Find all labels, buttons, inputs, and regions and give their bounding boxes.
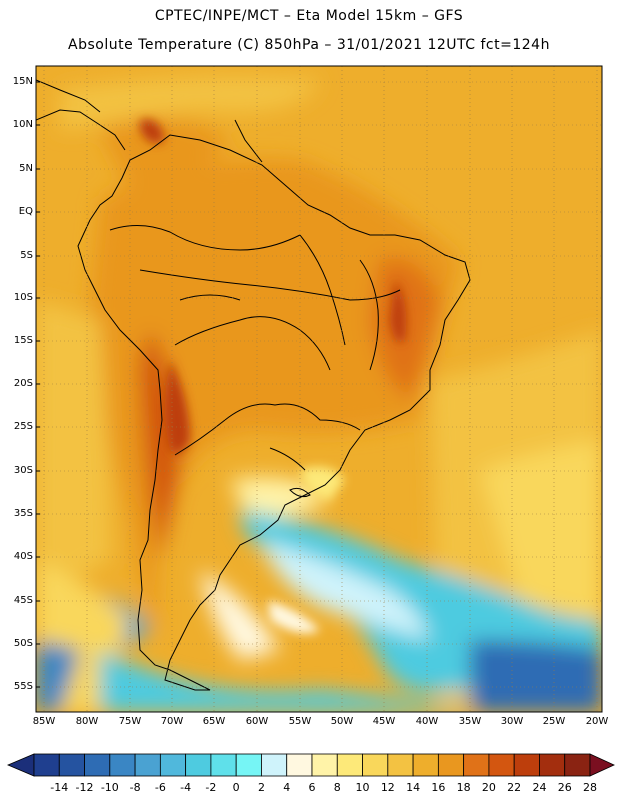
colorbar-label: -8 <box>129 781 141 794</box>
colorbar-segment <box>488 753 515 777</box>
lon-label: 45W <box>372 716 396 727</box>
colorbar-segment <box>159 753 187 777</box>
lat-label: 10S <box>13 292 33 303</box>
colorbar-segment <box>463 753 490 777</box>
colorbar-segment <box>261 753 288 777</box>
colorbar-segment <box>311 753 338 777</box>
lon-label: 50W <box>330 716 354 727</box>
lon-label: 65W <box>202 716 226 727</box>
lat-label: 5N <box>19 163 33 174</box>
lon-label: 40W <box>415 716 439 727</box>
colorbar-left-arrow <box>6 753 35 777</box>
colorbar-segment <box>134 753 161 777</box>
axis-ticks <box>36 81 40 688</box>
colorbar-label: 28 <box>583 781 597 794</box>
colorbar-label: 14 <box>406 781 421 794</box>
colorbar-segment <box>210 753 237 777</box>
lon-label: 70W <box>160 716 184 727</box>
colorbar-label: 26 <box>557 781 572 794</box>
colorbar-segment <box>84 753 111 777</box>
lat-label: 45S <box>13 595 33 606</box>
colorbar-label: 12 <box>380 781 395 794</box>
lat-label: 10N <box>12 119 33 130</box>
colorbar-label: -4 <box>180 781 192 794</box>
map-subtitle: Absolute Temperature (C) 850hPa – 31/01/… <box>68 37 550 53</box>
map-frame <box>35 65 603 713</box>
colorbar-label: -6 <box>154 781 166 794</box>
colorbar-segment <box>412 753 439 777</box>
lon-label: 35W <box>458 716 482 727</box>
colorbar-label: 24 <box>532 781 547 794</box>
colorbar-segment <box>109 753 136 777</box>
lon-label: 85W <box>32 716 56 727</box>
colorbar-segment <box>33 753 60 777</box>
colorbar-label: 18 <box>456 781 471 794</box>
coastline <box>36 79 471 691</box>
lat-label: 15S <box>13 335 33 346</box>
colorbar-label: -10 <box>100 781 119 794</box>
colorbar-label: -14 <box>50 781 69 794</box>
lat-label: 20S <box>13 378 33 389</box>
colorbar-label: 2 <box>257 781 265 794</box>
lon-label: 60W <box>245 716 269 727</box>
lat-label: 35S <box>13 508 33 519</box>
colorbar-segment <box>513 753 540 777</box>
lon-label: 30W <box>500 716 524 727</box>
lat-label: 25S <box>13 421 33 432</box>
lat-label: 50S <box>13 638 33 649</box>
colorbar-segment <box>437 753 465 777</box>
lon-label: 20W <box>585 716 609 727</box>
lat-label: 15N <box>12 76 33 87</box>
lon-label: 25W <box>542 716 566 727</box>
colorbar-label: 0 <box>232 781 240 794</box>
colorbar-label: -12 <box>75 781 94 794</box>
colorbar-segment <box>362 753 389 777</box>
colorbar-label: 16 <box>431 781 446 794</box>
colorbar-segment <box>387 753 414 777</box>
temperature-field <box>36 66 602 712</box>
lat-label: 40S <box>13 551 33 562</box>
map-title: CPTEC/INPE/MCT – Eta Model 15km – GFS <box>154 8 464 24</box>
lat-label: 5S <box>20 250 33 261</box>
colorbar-segment <box>564 753 591 777</box>
colorbar-segment <box>539 753 566 777</box>
colorbar-segment <box>235 753 262 777</box>
lon-label: 80W <box>75 716 99 727</box>
colorbar-label: -2 <box>205 781 217 794</box>
lat-label: 30S <box>13 465 33 476</box>
colorbar <box>6 753 615 777</box>
lat-label: 55S <box>13 681 33 692</box>
colorbar-segment <box>58 753 85 777</box>
lat-label: EQ <box>18 206 33 217</box>
colorbar-label: 22 <box>507 781 522 794</box>
lon-label: 55W <box>288 716 312 727</box>
colorbar-right-arrow <box>589 753 615 777</box>
colorbar-label: 10 <box>355 781 370 794</box>
colorbar-label: 8 <box>333 781 341 794</box>
colorbar-segment <box>336 753 363 777</box>
colorbar-segment <box>286 753 313 777</box>
colorbar-segment <box>185 753 212 777</box>
colorbar-label: 4 <box>283 781 291 794</box>
lon-label: 75W <box>118 716 142 727</box>
colorbar-label: 6 <box>308 781 316 794</box>
colorbar-label: 20 <box>481 781 496 794</box>
